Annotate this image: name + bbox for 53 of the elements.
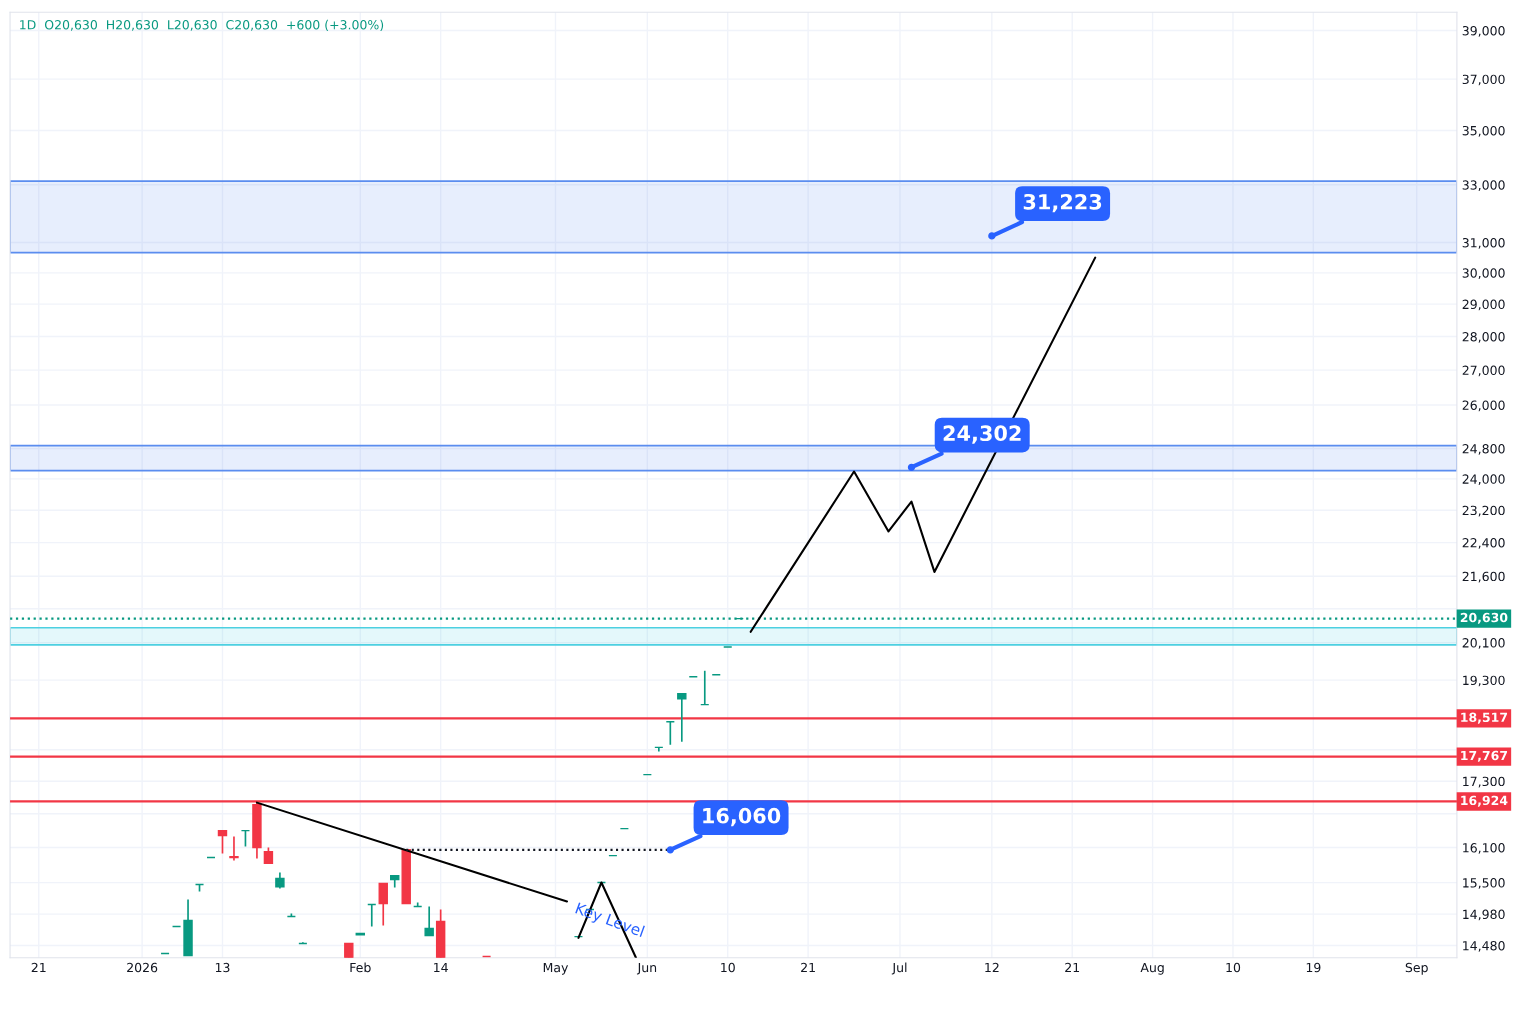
x-tick-label: 21 <box>31 962 46 973</box>
x-tick-label: May <box>543 962 569 975</box>
y-tick-label: 30,000 <box>1462 268 1505 280</box>
text: 1D O20,630 H20,630 L20,630 C20,630 +600 (+3.00%) <box>20 19 384 31</box>
data-label: 31,223 <box>1023 193 1102 213</box>
y-tick-label: 15,500 <box>1463 878 1505 889</box>
y-tick-label: 14,480 <box>1463 940 1505 952</box>
ref-line-label: 20,630 <box>1460 612 1508 624</box>
candlestick <box>378 882 388 927</box>
ref-line-label: 16,924 <box>1461 795 1508 807</box>
line-series <box>749 256 1097 633</box>
candlestick <box>677 692 687 743</box>
text: Key Level <box>574 902 645 940</box>
y-tick-label: 39,000 <box>1462 26 1505 37</box>
y-tick-label: 26,000 <box>1462 400 1505 412</box>
y-tick-label: 23,200 <box>1462 505 1505 517</box>
y-tick-label: 22,400 <box>1462 538 1505 549</box>
ref-line-label: 17,767 <box>1461 750 1508 762</box>
x-tick-label: 10 <box>721 962 735 973</box>
x-tick-label: 13 <box>215 962 230 973</box>
candlestick <box>229 835 239 862</box>
x-tick-label: 19 <box>1306 962 1321 973</box>
y-tick-label: 19,300 <box>1463 675 1505 687</box>
x-tick-label: 21 <box>1065 962 1080 973</box>
y-tick-label: 24,800 <box>1462 444 1505 455</box>
y-tick-label: 28,000 <box>1462 332 1505 343</box>
y-tick-label: 20,100 <box>1462 638 1505 649</box>
x-tick-label: Aug <box>1140 962 1164 975</box>
x-tick-label: 14 <box>434 962 448 973</box>
x-tick-label: 12 <box>985 962 999 973</box>
y-tick-label: 33,000 <box>1462 180 1505 192</box>
x-tick-label: 2026 <box>127 962 158 973</box>
y-tick-label: 16,100 <box>1463 843 1505 854</box>
x-tick-label: Feb <box>350 962 371 973</box>
x-tick-label: Sep <box>1405 962 1428 975</box>
x-tick-label: Jun <box>636 962 657 975</box>
y-tick-label: 14,980 <box>1463 909 1505 921</box>
ref-line-label: 18,517 <box>1461 712 1508 724</box>
x-tick-label: Jul <box>891 962 907 975</box>
y-tick-label: 24,000 <box>1462 474 1505 486</box>
x-tick-label: 10 <box>1226 962 1241 973</box>
y-tick-label: 17,300 <box>1463 776 1505 788</box>
y-tick-label: 35,000 <box>1462 125 1505 137</box>
y-tick-label: 37,000 <box>1462 74 1505 86</box>
y-tick-label: 31,000 <box>1462 238 1505 249</box>
data-label: 16,060 <box>703 807 781 827</box>
y-tick-label: 21,600 <box>1462 571 1505 583</box>
y-tick-label: 27,000 <box>1462 365 1505 377</box>
data-label: 24,302 <box>943 425 1021 444</box>
candlestick <box>217 829 228 855</box>
candlestick <box>424 905 434 937</box>
y-tick-label: 29,000 <box>1462 299 1505 311</box>
x-tick-label: 21 <box>801 962 815 973</box>
